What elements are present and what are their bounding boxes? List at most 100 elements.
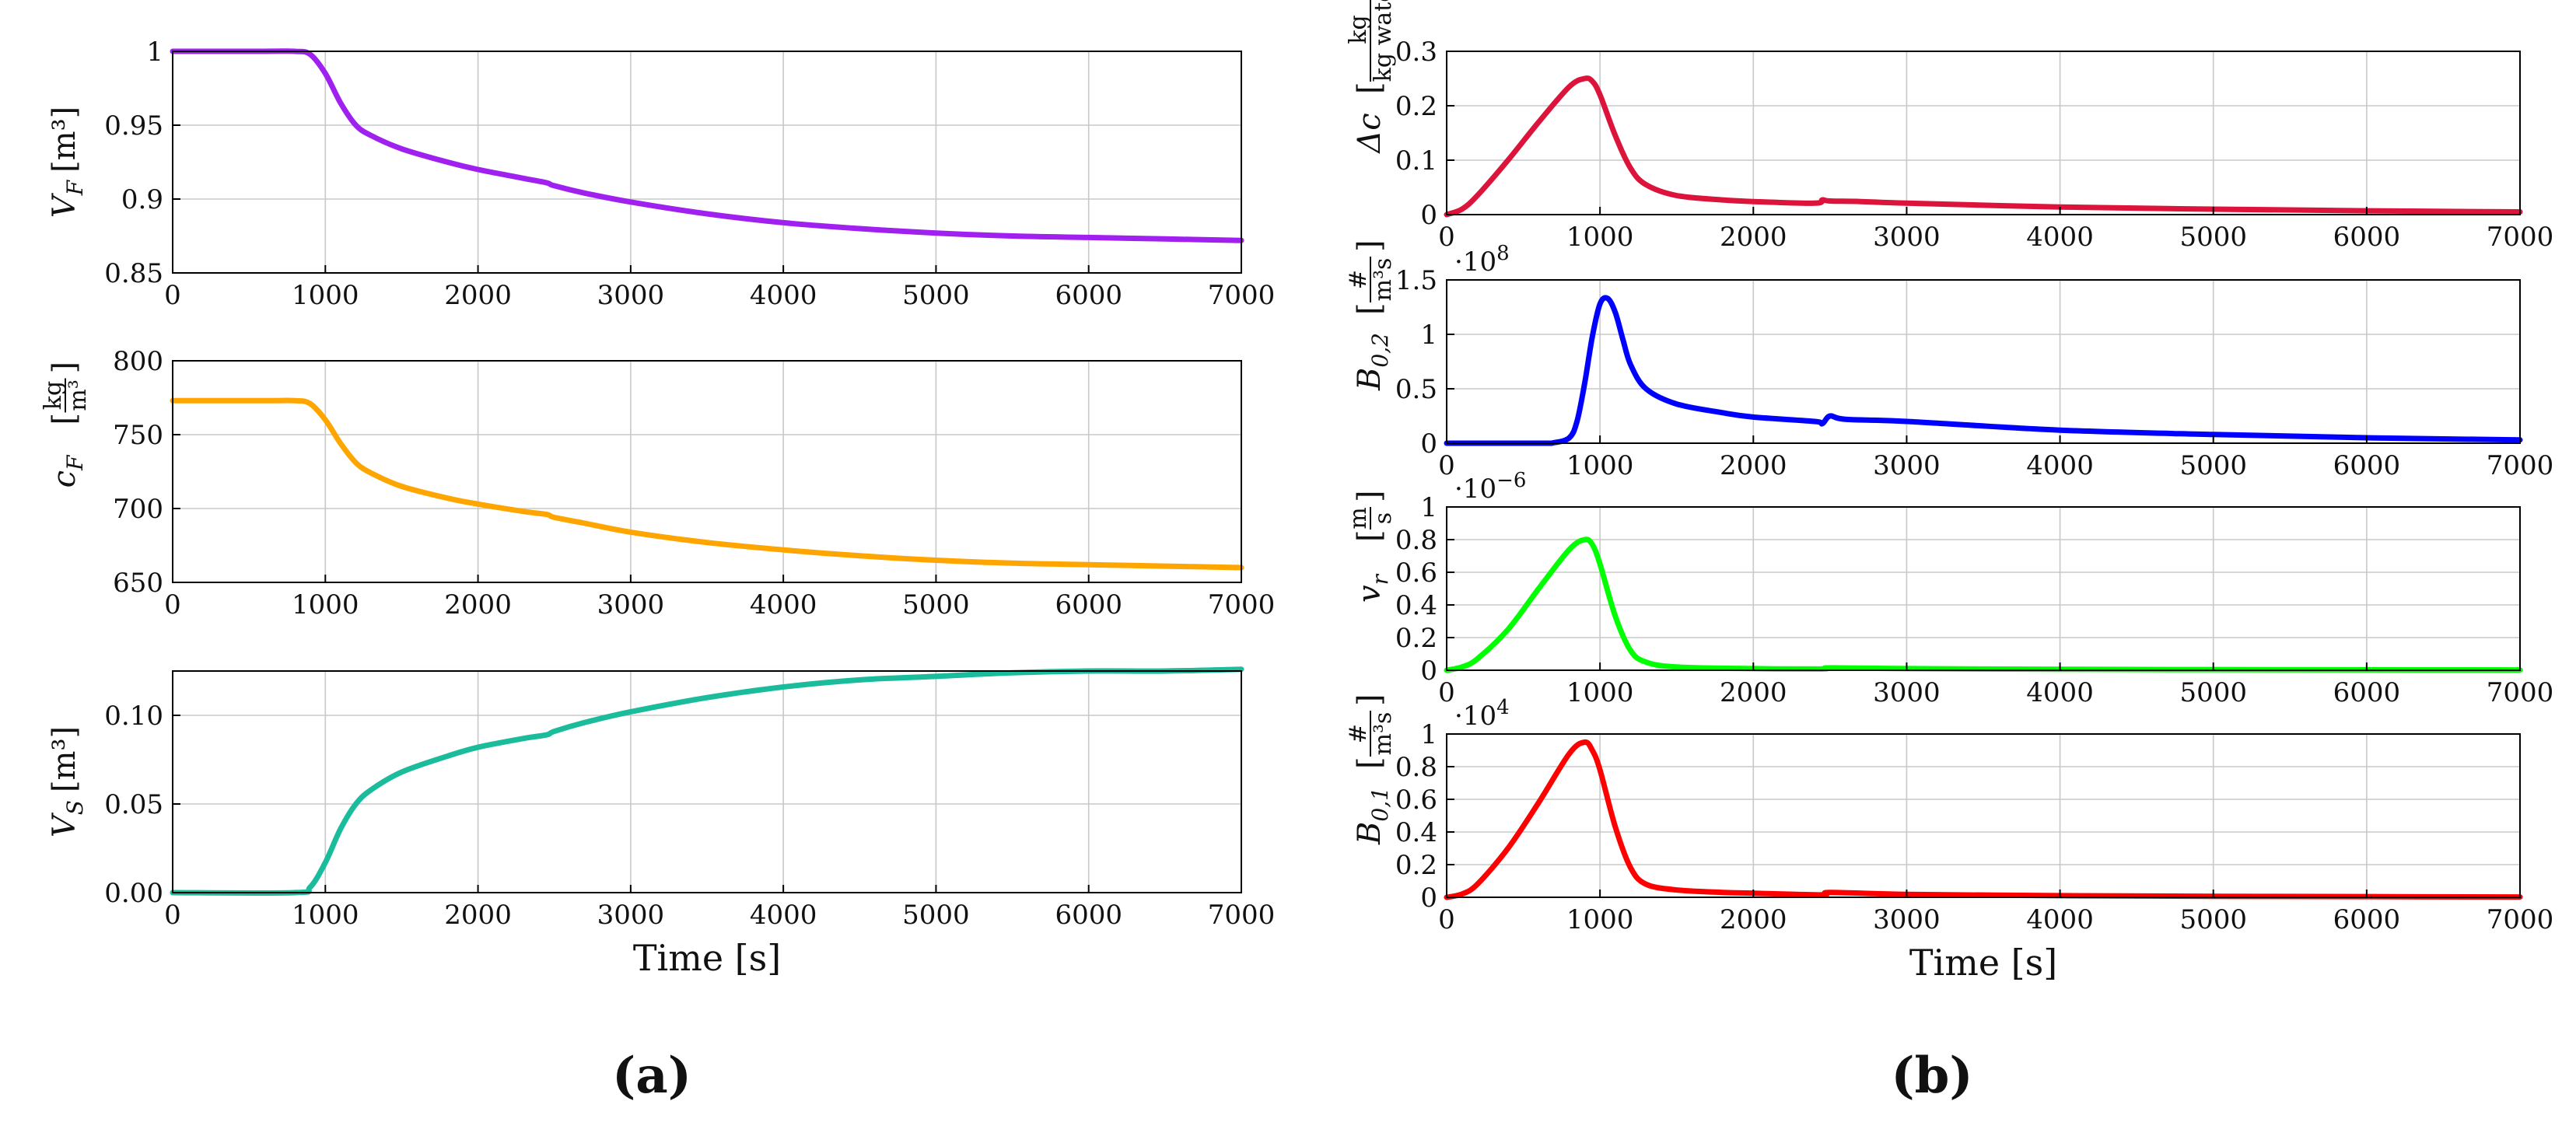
x-tick-label: 7000	[1208, 589, 1276, 620]
chart-cf: 0 1000 2000 3000 4000 5000 6000 7000 650 700 750 80…	[40, 346, 1275, 620]
unit-denominator: m³	[65, 379, 92, 411]
chart-delta-c: 0 1000 2000 3000 4000 5000 6000 7000 0 0.1 0.2 0.3 Δ…	[1345, 0, 2553, 253]
unit-denominator: kg water	[1370, 0, 1397, 82]
x-tick-label: 0	[164, 589, 181, 620]
x-tick-label: 1000	[1566, 450, 1634, 481]
x-tick-label: 7000	[2487, 222, 2554, 253]
x-tick-label: 2000	[444, 280, 512, 311]
chart-vf: 0 1000 2000 3000 4000 5000 6000 7000 0.85 0.9 0.95…	[47, 37, 1275, 311]
axis-frame	[1446, 279, 2521, 444]
unit-numerator: m	[1345, 507, 1372, 529]
panel-label-b: (b)	[1891, 1047, 1972, 1105]
y-tick-label: 0.10	[104, 701, 163, 732]
x-tick-label: 4000	[2026, 450, 2094, 481]
y-tick-label: 1	[1420, 492, 1437, 523]
y-tick-label: 1	[1420, 719, 1437, 750]
y-axis-label: B0,2 [#m³s]	[1345, 239, 1397, 391]
y-tick-label: 0.3	[1395, 37, 1437, 68]
x-tick-label: 3000	[1873, 222, 1941, 253]
svg-text:B0,2: B0,2	[1352, 333, 1393, 391]
y-tick-label: 0.8	[1395, 752, 1437, 783]
y-tick-label: 0.4	[1395, 817, 1437, 848]
x-tick-label: 2000	[1720, 222, 1787, 253]
y-axis-label: VS[m³]	[47, 726, 88, 837]
y-axis-label: vr [ms]	[1345, 490, 1397, 603]
x-tick-label: 4000	[750, 900, 817, 931]
axis-frame	[1446, 733, 2521, 898]
svg-text:VF[m³]: VF[m³]	[47, 107, 88, 218]
axis-frame	[172, 670, 1242, 893]
bracket-open: [	[1352, 530, 1388, 542]
y-tick-label: 0.1	[1395, 145, 1437, 177]
bracket-open: [	[47, 413, 82, 425]
x-tick-label: 3000	[1873, 904, 1941, 935]
y-tick-label: 1	[1420, 320, 1437, 351]
series-line-b02	[1444, 295, 2523, 446]
chart-vs: 0 1000 2000 3000 4000 5000 6000 7000 0.00 0.05 0.1…	[47, 666, 1276, 979]
y-tick-label: 0.8	[1395, 525, 1437, 556]
x-tick-label: 7000	[1208, 900, 1276, 931]
x-tick-label: 2000	[1720, 450, 1787, 481]
bracket-close: ]	[1352, 490, 1388, 502]
axis-multiplier: ·104	[1454, 696, 1510, 732]
y-tick-label: 0.00	[104, 878, 163, 909]
x-tick-label: 5000	[902, 589, 970, 620]
x-tick-label: 1000	[292, 589, 359, 620]
y-tick-label: 0	[1420, 428, 1437, 460]
axis-frame	[1446, 506, 2521, 671]
x-tick-label: 6000	[2333, 904, 2401, 935]
y-tick-label: 0.6	[1395, 558, 1437, 589]
x-tick-label: 5000	[902, 280, 970, 311]
y-tick-label: 0.2	[1395, 91, 1437, 122]
bracket-open: [	[1352, 757, 1388, 769]
x-tick-label: 3000	[1873, 450, 1941, 481]
y-tick-label: 750	[113, 420, 163, 451]
y-tick-label: 0.2	[1395, 623, 1437, 654]
x-axis-title: Time [s]	[633, 937, 781, 979]
x-axis-title: Time [s]	[1909, 942, 2057, 984]
x-tick-label: 6000	[2333, 222, 2401, 253]
unit-fraction: [#m³s]	[1345, 694, 1397, 769]
x-tick-label: 6000	[1055, 589, 1122, 620]
x-tick-label: 3000	[597, 900, 665, 931]
svg-text:VS[m³]: VS[m³]	[47, 726, 88, 837]
x-tick-label: 3000	[1873, 677, 1941, 708]
y-tick-label: 1	[146, 37, 163, 68]
bracket-close: ]	[47, 362, 82, 374]
x-tick-label: 2000	[1720, 677, 1787, 708]
y-tick-label: 0.6	[1395, 785, 1437, 816]
axis-multiplier: ·108	[1454, 242, 1510, 278]
x-tick-label: 1000	[292, 900, 359, 931]
svg-text:vr: vr	[1352, 573, 1393, 603]
svg-text:Δc: Δc	[1352, 113, 1388, 154]
y-tick-label: 0.05	[104, 789, 163, 820]
y-tick-label: 0.9	[121, 184, 163, 215]
chart-b02: 0 1000 2000 3000 4000 5000 6000 7000 0 0.5 1 1.5 ·10…	[1345, 239, 2553, 481]
svg-text:B0,1: B0,1	[1352, 787, 1393, 845]
x-tick-label: 2000	[444, 900, 512, 931]
x-tick-label: 5000	[2179, 222, 2247, 253]
x-tick-label: 5000	[2179, 450, 2247, 481]
y-tick-label: 1.5	[1395, 265, 1437, 296]
series-line-dc	[1444, 75, 2523, 218]
y-tick-label: 650	[113, 568, 163, 599]
x-tick-label: 0	[1438, 904, 1455, 935]
axis-multiplier: ·10−6	[1454, 469, 1526, 505]
x-tick-label: 3000	[597, 280, 665, 311]
unit-numerator: #	[1345, 724, 1372, 743]
x-tick-label: 3000	[597, 589, 665, 620]
bracket-open: [	[1352, 82, 1388, 94]
x-tick-label: 4000	[750, 589, 817, 620]
svg-text:cF: cF	[47, 454, 88, 488]
bracket-close: ]	[1352, 239, 1388, 252]
x-tick-label: 6000	[1055, 900, 1122, 931]
x-tick-label: 1000	[1566, 904, 1634, 935]
y-tick-label: 0.85	[104, 258, 163, 289]
axis-frame	[1446, 51, 2521, 215]
y-tick-label: 700	[113, 494, 163, 525]
x-tick-label: 7000	[2487, 677, 2554, 708]
